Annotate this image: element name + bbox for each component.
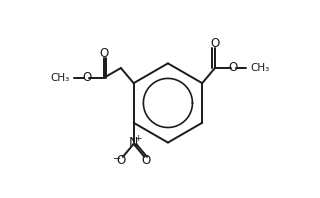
Text: CH₃: CH₃ [50, 73, 69, 83]
Text: +: + [134, 133, 142, 143]
Text: O: O [210, 37, 220, 50]
Text: −: − [113, 154, 121, 164]
Text: O: O [82, 71, 91, 84]
Text: O: O [228, 62, 238, 74]
Text: O: O [99, 47, 108, 60]
Text: CH₃: CH₃ [250, 63, 270, 73]
Text: O: O [116, 154, 126, 167]
Text: O: O [141, 154, 151, 167]
Text: N: N [129, 136, 138, 149]
